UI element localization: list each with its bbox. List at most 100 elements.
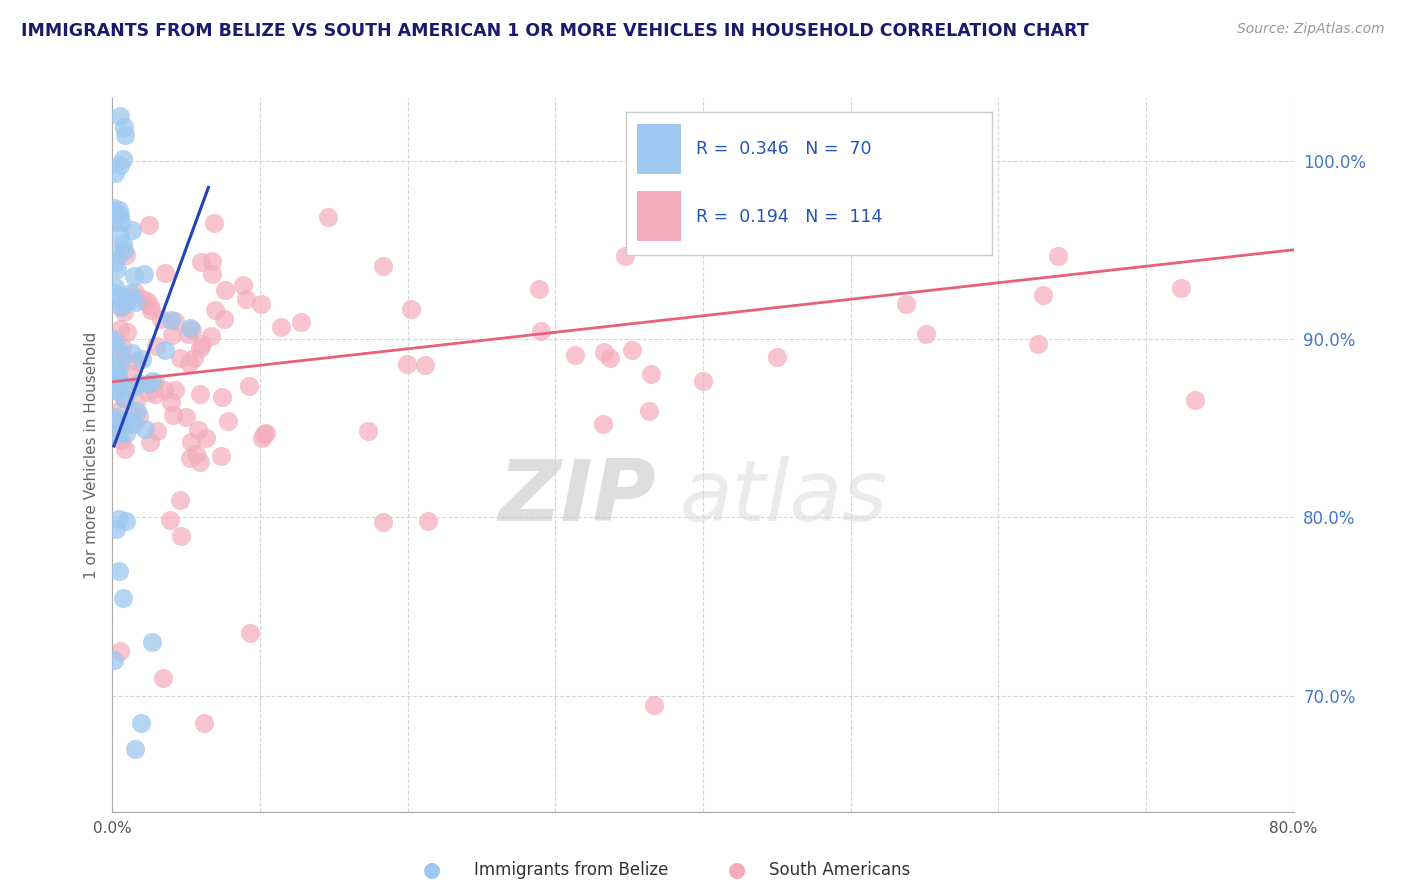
Point <box>177 327 200 342</box>
Point <box>105 262 128 277</box>
Point <box>190 455 212 469</box>
Point <box>177 356 200 370</box>
Point <box>128 377 150 392</box>
Point <box>103 653 125 667</box>
Point <box>112 152 135 166</box>
Point <box>141 374 163 388</box>
Point <box>121 345 143 359</box>
Point <box>1184 393 1206 408</box>
Point <box>108 427 131 442</box>
Point <box>139 435 162 450</box>
Point <box>530 324 553 338</box>
Point <box>107 512 129 526</box>
Point <box>152 671 174 685</box>
Point <box>640 367 662 381</box>
Point <box>136 384 159 399</box>
Point <box>270 320 292 334</box>
Point <box>103 332 125 346</box>
Point <box>114 128 136 143</box>
Point <box>395 357 418 371</box>
Point <box>527 282 550 296</box>
Point <box>122 269 145 284</box>
Point <box>371 259 394 273</box>
Point <box>318 210 340 224</box>
Point <box>211 391 233 405</box>
Point <box>160 394 183 409</box>
Point <box>136 294 159 309</box>
Point <box>169 492 191 507</box>
Point <box>162 408 184 422</box>
Point <box>290 315 312 329</box>
Text: Source: ZipAtlas.com: Source: ZipAtlas.com <box>1237 22 1385 37</box>
Point <box>110 376 132 390</box>
Point <box>104 368 127 383</box>
Point <box>103 204 125 219</box>
Point <box>108 358 131 372</box>
Point <box>638 404 661 418</box>
Point <box>357 424 380 438</box>
Point <box>163 314 186 328</box>
Point <box>170 529 193 543</box>
Point <box>155 343 177 357</box>
Point <box>145 339 167 353</box>
Point <box>108 564 131 578</box>
Point <box>737 181 759 195</box>
Point <box>111 417 134 432</box>
Point <box>125 394 148 409</box>
Point <box>103 201 125 215</box>
Point <box>212 311 235 326</box>
Point <box>250 296 273 310</box>
Point <box>1032 288 1054 302</box>
Point <box>138 376 160 391</box>
Point <box>105 409 128 424</box>
Point <box>190 341 212 355</box>
Point <box>103 215 125 229</box>
Point <box>183 351 205 366</box>
Point <box>138 299 160 313</box>
Point <box>253 426 276 441</box>
Point <box>193 715 215 730</box>
Point <box>672 160 695 174</box>
Point <box>191 337 214 351</box>
Point <box>104 166 127 180</box>
Point <box>134 422 156 436</box>
Point <box>104 522 127 536</box>
Point <box>935 226 957 240</box>
Point <box>125 404 148 418</box>
Point <box>252 432 274 446</box>
Point <box>111 349 134 363</box>
Point <box>108 422 131 436</box>
Point <box>204 303 226 318</box>
Point <box>114 442 136 456</box>
Point <box>114 426 136 441</box>
Point <box>131 351 153 366</box>
Point <box>143 387 166 401</box>
Point <box>179 451 201 466</box>
Point <box>766 351 789 365</box>
Point <box>180 435 202 450</box>
Point <box>235 292 257 306</box>
Point <box>104 244 127 259</box>
Point <box>592 417 614 432</box>
Point <box>153 266 176 280</box>
Text: ZIP: ZIP <box>498 456 655 540</box>
Point <box>111 236 134 251</box>
Point <box>124 285 146 300</box>
Point <box>179 320 201 334</box>
Point <box>121 223 143 237</box>
Point <box>163 383 186 397</box>
Point <box>141 302 163 317</box>
Point <box>108 109 131 123</box>
Point <box>620 343 643 358</box>
Point <box>238 379 260 393</box>
Point <box>748 218 770 232</box>
Point <box>599 351 621 366</box>
Point <box>138 219 160 233</box>
Point <box>115 514 138 528</box>
Point <box>141 635 163 649</box>
Point <box>111 340 134 354</box>
Point <box>108 322 131 336</box>
Point <box>103 359 125 373</box>
Point <box>256 425 278 440</box>
Point <box>124 742 146 756</box>
